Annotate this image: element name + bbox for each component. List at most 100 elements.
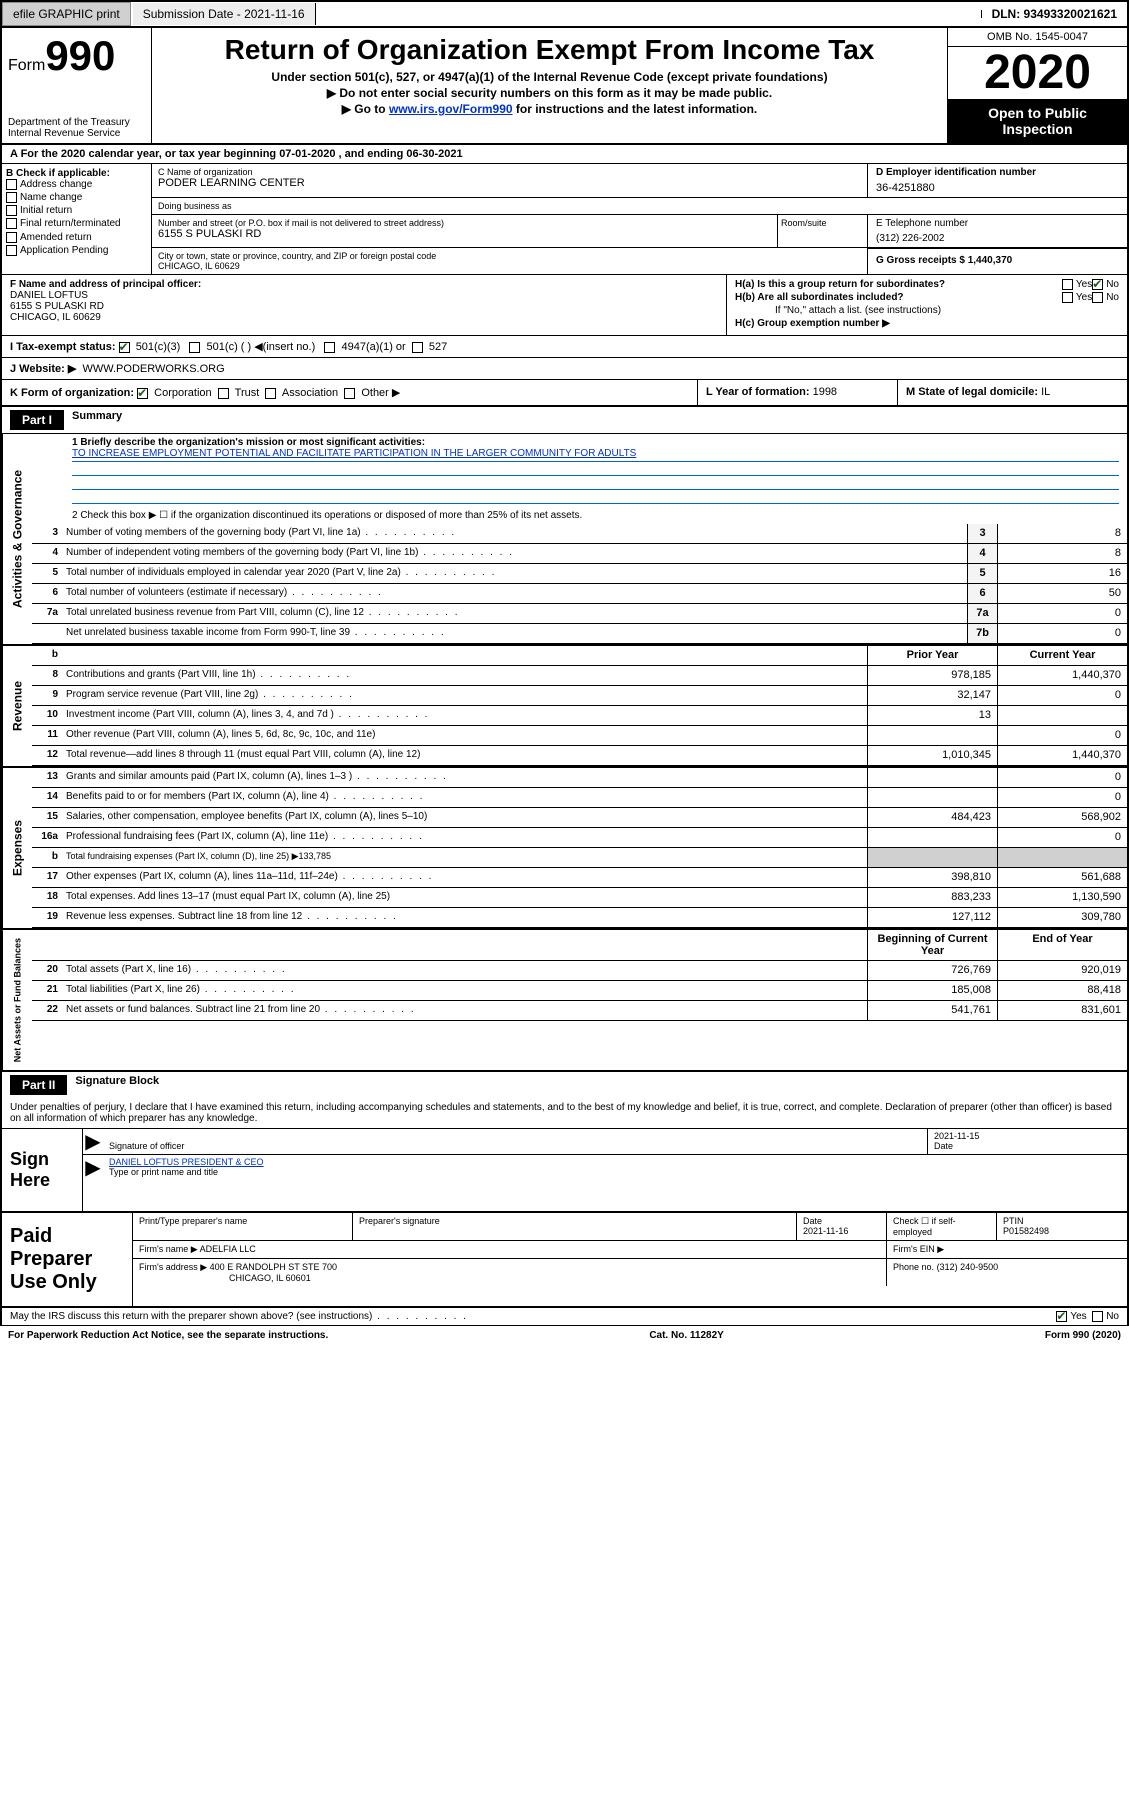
- dba-row: Doing business as: [152, 198, 1127, 215]
- form-left: Form990 Department of the Treasury Inter…: [2, 28, 152, 143]
- ck-initial[interactable]: Initial return: [6, 205, 147, 216]
- line-7a: 7aTotal unrelated business revenue from …: [32, 604, 1127, 624]
- prep-row-2: Firm's name ▶ ADELFIA LLC Firm's EIN ▶: [133, 1241, 1127, 1259]
- ck-address[interactable]: Address change: [6, 179, 147, 190]
- line-12: 12Total revenue—add lines 8 through 11 (…: [32, 746, 1127, 766]
- row-i: I Tax-exempt status: 501(c)(3) 501(c) ( …: [0, 336, 1129, 358]
- part2-title-text: Signature Block: [75, 1075, 159, 1095]
- netassets-section: Net Assets or Fund Balances Beginning of…: [0, 928, 1129, 1072]
- prep-sig-cell: Preparer's signature: [353, 1213, 797, 1240]
- k-corp[interactable]: [137, 388, 148, 399]
- efile-print-button[interactable]: efile GRAPHIC print: [2, 2, 131, 26]
- sig-date-cell: 2021-11-15Date: [927, 1129, 1127, 1154]
- form-version: Form 990 (2020): [1045, 1330, 1121, 1341]
- ck-amended[interactable]: Amended return: [6, 232, 147, 243]
- line-7b: Net unrelated business taxable income fr…: [32, 624, 1127, 644]
- subtitle-2: Do not enter social security numbers on …: [158, 86, 941, 100]
- dept-label: Department of the Treasury Internal Reve…: [8, 107, 145, 139]
- sign-right: ▶ Signature of officer 2021-11-15Date ▶ …: [82, 1129, 1127, 1211]
- principal-officer: F Name and address of principal officer:…: [2, 275, 727, 335]
- i-501c[interactable]: [189, 342, 200, 353]
- line-15: 15Salaries, other compensation, employee…: [32, 808, 1127, 828]
- row-k: K Form of organization: Corporation Trus…: [0, 380, 1129, 407]
- form-title-block: Return of Organization Exempt From Incom…: [152, 28, 947, 143]
- paid-prep-label: Paid Preparer Use Only: [2, 1213, 132, 1306]
- declaration: Under penalties of perjury, I declare th…: [0, 1098, 1129, 1128]
- ein-value: 36-4251880: [876, 178, 1119, 194]
- hb-no[interactable]: [1092, 292, 1103, 303]
- ein-label: D Employer identification number: [876, 167, 1119, 178]
- vtab-expenses: Expenses: [2, 768, 32, 928]
- prep-right: Print/Type preparer's name Preparer's si…: [132, 1213, 1127, 1306]
- k-assoc[interactable]: [265, 388, 276, 399]
- subtitle-3: Go to www.irs.gov/Form990 for instructio…: [158, 102, 941, 116]
- mission-text: TO INCREASE EMPLOYMENT POTENTIAL AND FAC…: [72, 448, 1119, 462]
- spacer: [316, 10, 982, 18]
- part2-badge: Part II: [10, 1075, 67, 1095]
- i-501c3[interactable]: [119, 342, 130, 353]
- ck-pending[interactable]: Application Pending: [6, 245, 147, 256]
- line-16a: 16aProfessional fundraising fees (Part I…: [32, 828, 1127, 848]
- revenue-section: Revenue bPrior YearCurrent Year 8Contrib…: [0, 644, 1129, 766]
- i-527[interactable]: [412, 342, 423, 353]
- cat-no: Cat. No. 11282Y: [649, 1330, 723, 1341]
- i-4947[interactable]: [324, 342, 335, 353]
- name-ein-row: C Name of organization PODER LEARNING CE…: [152, 164, 1127, 198]
- discuss-row: May the IRS discuss this return with the…: [0, 1308, 1129, 1326]
- ha-line: H(a) Is this a group return for subordin…: [735, 279, 1119, 290]
- phone-value: (312) 226-2002: [876, 229, 1119, 244]
- discuss-no[interactable]: [1092, 1311, 1103, 1322]
- ck-name[interactable]: Name change: [6, 192, 147, 203]
- line-4: 4Number of independent voting members of…: [32, 544, 1127, 564]
- expenses-section: Expenses 13Grants and similar amounts pa…: [0, 766, 1129, 928]
- ha-no[interactable]: [1092, 279, 1103, 290]
- sign-here-table: Sign Here ▶ Signature of officer 2021-11…: [0, 1128, 1129, 1213]
- line-6: 6Total number of volunteers (estimate if…: [32, 584, 1127, 604]
- section-bc: B Check if applicable: Address change Na…: [0, 164, 1129, 275]
- line-14: 14Benefits paid to or for members (Part …: [32, 788, 1127, 808]
- q2: 2 Check this box ▶ ☐ if the organization…: [32, 507, 1127, 524]
- k-form-org: K Form of organization: Corporation Trus…: [2, 380, 697, 405]
- street-cell: Number and street (or P.O. box if mail i…: [152, 215, 777, 247]
- omb-number: OMB No. 1545-0047: [948, 28, 1127, 47]
- dln: DLN: 93493320021621: [982, 3, 1127, 25]
- irs-link[interactable]: www.irs.gov/Form990: [389, 102, 513, 116]
- hb-yes[interactable]: [1062, 292, 1073, 303]
- sig-arrow-icon: ▶: [83, 1129, 103, 1154]
- prep-self-cell: Check ☐ if self-employed: [887, 1213, 997, 1240]
- hc-line: H(c) Group exemption number ▶: [735, 318, 1119, 329]
- k-other[interactable]: [344, 388, 355, 399]
- sign-here-label: Sign Here: [2, 1129, 82, 1211]
- k-trust[interactable]: [218, 388, 229, 399]
- net-header: Beginning of Current YearEnd of Year: [32, 930, 1127, 961]
- governance-content: 1 Briefly describe the organization's mi…: [32, 434, 1127, 644]
- firm-phone-cell: Phone no. (312) 240-9500: [887, 1259, 1127, 1286]
- section-h: H(a) Is this a group return for subordin…: [727, 275, 1127, 335]
- line-21: 21Total liabilities (Part X, line 26)185…: [32, 981, 1127, 1001]
- col-b-checkboxes: B Check if applicable: Address change Na…: [2, 164, 152, 274]
- line-5: 5Total number of individuals employed in…: [32, 564, 1127, 584]
- officer-name-cell: DANIEL LOFTUS PRESIDENT & CEOType or pri…: [103, 1155, 1127, 1180]
- city-cell: City or town, state or province, country…: [152, 248, 867, 274]
- ha-yes[interactable]: [1062, 279, 1073, 290]
- subtitle-1: Under section 501(c), 527, or 4947(a)(1)…: [158, 70, 941, 84]
- city-value: CHICAGO, IL 60629: [158, 261, 861, 271]
- line-8: 8Contributions and grants (Part VIII, li…: [32, 666, 1127, 686]
- line-10: 10Investment income (Part VIII, column (…: [32, 706, 1127, 726]
- line-20: 20Total assets (Part X, line 16)726,7699…: [32, 961, 1127, 981]
- q1: 1 Briefly describe the organization's mi…: [32, 434, 1127, 507]
- line-17: 17Other expenses (Part IX, column (A), l…: [32, 868, 1127, 888]
- discuss-yes[interactable]: [1056, 1311, 1067, 1322]
- ck-final[interactable]: Final return/terminated: [6, 218, 147, 229]
- street-label: Number and street (or P.O. box if mail i…: [158, 218, 771, 228]
- line-3: 3Number of voting members of the governi…: [32, 524, 1127, 544]
- b-label: B Check if applicable:: [6, 168, 147, 179]
- part1-body: Activities & Governance 1 Briefly descri…: [0, 434, 1129, 644]
- vtab-governance: Activities & Governance: [2, 434, 32, 644]
- room-cell: Room/suite: [777, 215, 867, 247]
- gross-receipts: G Gross receipts $ 1,440,370: [867, 248, 1127, 274]
- phone-label: E Telephone number: [876, 218, 1119, 229]
- form-title: Return of Organization Exempt From Incom…: [158, 34, 941, 66]
- topbar: efile GRAPHIC print Submission Date - 20…: [0, 0, 1129, 28]
- open-public: Open to Public Inspection: [948, 99, 1127, 143]
